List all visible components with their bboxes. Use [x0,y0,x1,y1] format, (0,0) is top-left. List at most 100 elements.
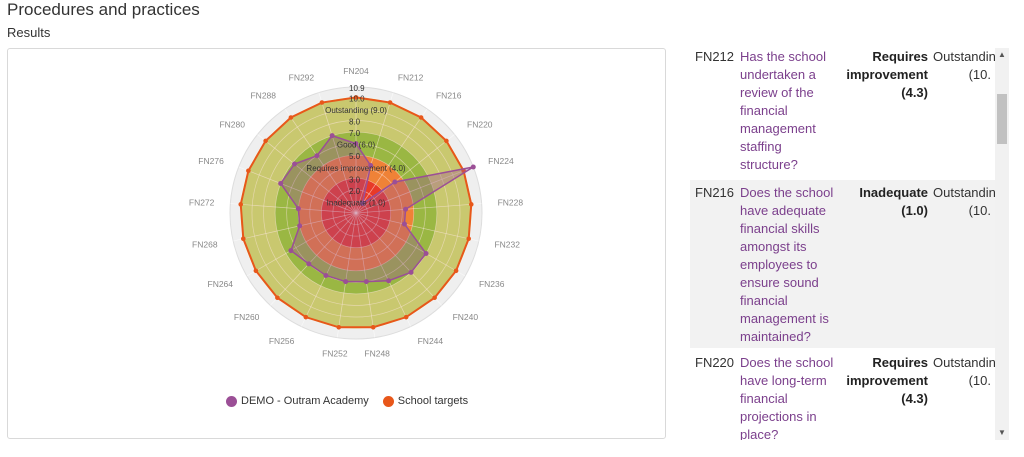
page-title: Procedures and practices [7,0,200,19]
legend-item-targets[interactable]: School targets [382,395,469,407]
series-point [386,278,392,284]
radar-spoke [355,166,474,214]
table-row: FN212 Has the school undertaken a review… [690,48,1001,178]
category-label: FN244 [418,336,444,346]
radial-tick-label: 7.0 [349,129,361,138]
series-point [466,236,471,242]
category-label: FN292 [289,72,315,82]
series-point [401,221,407,227]
series-point [319,100,325,105]
series-point [329,133,335,139]
series-point [444,138,449,144]
series-point [241,236,246,242]
radial-tick-label: 2.0 [349,187,361,196]
category-label: FN276 [198,156,224,166]
series-line [279,134,474,283]
radar-spoke [355,212,376,338]
category-label: FN240 [453,312,479,322]
row-code: FN212 [695,49,735,64]
results-table: FN212 Has the school undertaken a review… [690,48,1012,440]
radar-spoke [355,212,411,327]
legend-label-demo: DEMO - Outram Academy [241,395,369,407]
category-label: FN220 [467,119,493,129]
series-point [275,295,280,301]
legend-dot-targets [382,395,394,407]
radial-tick-label: 3.0 [349,175,361,184]
series-point [363,279,369,285]
series-point [253,268,259,274]
row-target: Outstanding (10. [933,48,1001,84]
category-label: FN236 [479,279,505,289]
row-question-link[interactable]: Has the school undertaken a review of th… [740,49,826,172]
row-code: FN216 [695,185,735,200]
category-label: FN264 [208,279,234,289]
series-point [370,325,376,330]
band-label: Inadequate (1.0) [327,198,386,207]
series-point [468,202,474,207]
radial-tick-label: 10.0 [349,94,365,103]
series-point [263,138,268,144]
radar-spoke [284,108,357,214]
series-point [314,153,320,159]
row-result: Requires improvement (4.3) [846,49,928,100]
series-point [403,314,409,320]
scroll-up-arrow-icon[interactable]: ▲ [998,50,1006,59]
category-label: FN272 [189,197,215,207]
row-target-label: Outstanding [933,355,1001,370]
radar-spoke [301,212,357,327]
row-target-value: (10. [968,67,991,82]
category-label: FN260 [234,312,260,322]
category-label: FN256 [269,336,295,346]
series-point [303,314,309,320]
band-label: Good (6.0) [337,141,376,150]
radar-spoke [355,212,466,277]
row-result: Requires improvement (4.3) [846,355,928,406]
row-question-link[interactable]: Does the school have long-term financial… [740,355,834,440]
legend-item-demo[interactable]: DEMO - Outram Academy [226,395,369,407]
series-point [418,115,424,120]
radar-spoke [318,92,357,214]
series-point [392,179,398,185]
category-label: FN248 [364,348,390,358]
series-point [408,269,414,275]
legend-label-targets: School targets [397,395,469,407]
radar-spoke [355,212,442,306]
series-point [246,168,251,174]
table-row: FN220 Does the school have long-term fin… [690,352,1001,440]
series-point [323,272,329,278]
row-code: FN220 [695,355,735,370]
series-point [278,180,284,186]
category-label: FN216 [436,91,462,101]
category-label: FN212 [398,72,424,82]
radial-tick-label: 5.0 [349,152,361,161]
series-point [368,163,374,169]
row-target-value: (10. [968,203,991,218]
radial-tick-label: 10.9 [349,84,365,93]
radar-spoke [246,212,357,277]
category-label: FN280 [219,119,245,129]
series-point [288,115,294,120]
radar-spoke [355,134,455,214]
radar-spoke [355,92,394,214]
series-point [343,279,349,285]
scroll-down-arrow-icon[interactable]: ▼ [998,428,1006,437]
scroll-thumb[interactable] [997,94,1007,144]
row-target: Outstanding (10. [933,184,1001,220]
row-target: Outstanding (10. [933,354,1001,390]
radar-spoke [355,203,482,214]
chart-legend: DEMO - Outram Academy School targets [226,395,468,407]
row-question-link[interactable]: Does the school have adequate financial … [740,185,834,344]
series-point [295,206,301,212]
radar-spoke [336,212,357,338]
series-point [297,223,303,229]
table-scrollbar[interactable]: ▲ ▼ [995,48,1009,440]
row-target-label: Outstanding [933,49,1001,64]
series-point [403,206,409,212]
radar-spoke [270,212,357,306]
series-point [387,100,393,105]
series-point [288,248,294,254]
row-target-label: Outstanding [933,185,1001,200]
section-label: Results [7,25,51,40]
series-point [336,325,342,330]
radar-chart-card: 2.0 3.0 5.0 7.0 8.0 10.0 10.9 Outstanding (9.0)… [7,48,666,439]
